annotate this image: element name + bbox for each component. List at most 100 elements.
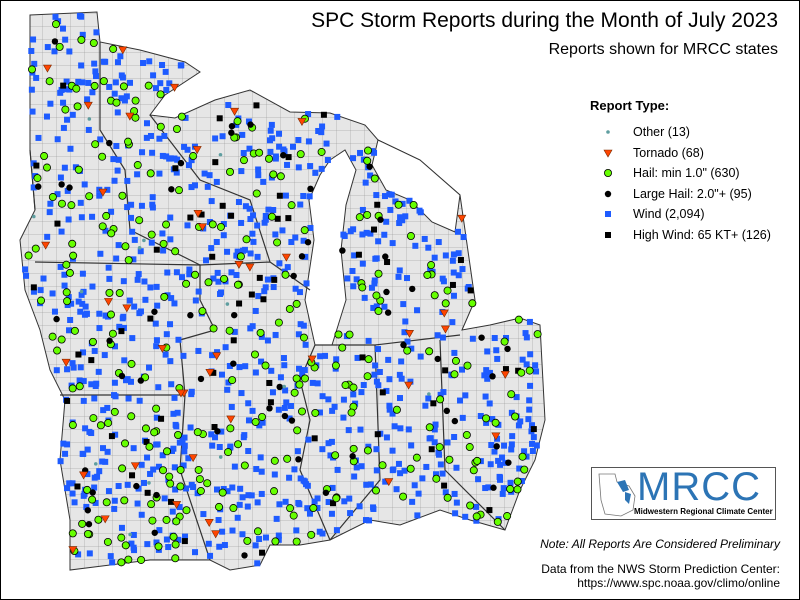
wind-report-marker	[451, 490, 458, 497]
wind-report-marker	[173, 269, 180, 276]
wind-report-marker	[485, 484, 492, 491]
wind-report-marker	[214, 486, 221, 493]
wind-report-marker	[530, 434, 537, 441]
tornado-report-marker	[457, 214, 467, 223]
wind-report-marker	[421, 235, 428, 242]
large-hail-report-marker	[153, 491, 160, 499]
wind-report-marker	[115, 156, 122, 163]
hail-report-marker	[94, 515, 103, 524]
wind-report-marker	[528, 422, 535, 429]
wind-report-marker	[154, 302, 161, 309]
wind-report-marker	[84, 96, 91, 103]
wind-report-marker	[69, 480, 76, 487]
hail-report-marker	[364, 146, 373, 155]
wind-report-marker	[192, 549, 199, 556]
large-hail-report-marker	[84, 507, 92, 514]
wind-report-marker	[367, 230, 374, 237]
wind-report-marker	[412, 242, 419, 249]
wind-report-marker	[245, 448, 252, 455]
wind-report-marker	[272, 331, 279, 338]
wind-report-marker	[40, 275, 47, 282]
wind-report-marker	[408, 345, 415, 352]
high-wind-report-marker	[449, 281, 456, 288]
hail-report-marker	[118, 464, 127, 473]
wind-report-marker	[287, 402, 294, 409]
wind-report-marker	[112, 431, 119, 438]
wind-report-marker	[210, 275, 217, 282]
high-wind-report-marker	[267, 399, 274, 406]
wind-report-marker	[532, 362, 539, 369]
wind-report-marker	[77, 199, 84, 206]
wind-report-marker	[242, 363, 249, 370]
wind-report-marker	[135, 271, 142, 278]
high-wind-report-marker	[442, 367, 449, 374]
wind-report-marker	[526, 406, 533, 413]
wind-report-marker	[79, 79, 86, 86]
source-url[interactable]: https://www.spc.noaa.gov/climo/online	[577, 576, 780, 590]
wind-report-marker	[533, 442, 540, 449]
wind-report-marker	[328, 510, 335, 517]
wind-report-marker	[89, 213, 96, 220]
wind-report-marker	[371, 149, 378, 156]
wind-report-marker	[457, 397, 464, 404]
wind-report-marker	[397, 470, 404, 477]
wind-report-marker	[362, 179, 369, 186]
high-wind-report-marker	[271, 276, 278, 283]
wind-report-marker	[523, 334, 530, 341]
wind-report-marker	[136, 397, 143, 404]
hail-report-marker	[358, 283, 367, 292]
hail-report-marker	[493, 517, 502, 526]
wind-report-marker	[153, 343, 160, 350]
wind-report-marker	[496, 473, 503, 480]
wind-report-marker	[450, 292, 457, 299]
source-line: Data from the NWS Storm Prediction Cente…	[541, 562, 780, 576]
hail-report-marker	[295, 380, 304, 389]
hail-report-marker	[117, 558, 126, 567]
wind-report-marker	[124, 481, 131, 488]
hail-report-marker	[83, 529, 92, 538]
wind-report-marker	[135, 485, 142, 492]
wind-report-marker	[174, 409, 181, 416]
high-wind-report-marker	[219, 202, 226, 209]
wind-report-marker	[66, 327, 73, 334]
tornado-report-marker	[68, 546, 78, 555]
hail-report-marker	[412, 453, 421, 462]
wind-report-marker	[111, 177, 118, 184]
hail-report-marker	[392, 405, 401, 414]
wind-report-marker	[181, 448, 188, 455]
high-wind-report-marker	[108, 433, 115, 440]
wind-report-marker	[299, 371, 306, 378]
wind-report-marker	[279, 227, 286, 234]
large-hail-report-marker	[298, 253, 306, 260]
wind-report-marker	[271, 471, 278, 478]
tornado-report-marker	[103, 298, 114, 306]
wind-report-marker	[177, 62, 184, 69]
hail-report-marker	[281, 270, 290, 279]
hail-report-marker	[108, 329, 117, 338]
high-wind-report-marker	[168, 498, 175, 505]
wind-report-marker	[64, 116, 71, 123]
wind-report-marker	[386, 376, 393, 383]
hail-report-marker	[317, 147, 326, 156]
hail-report-marker	[159, 466, 168, 475]
wind-report-marker	[94, 473, 101, 480]
wind-report-marker	[370, 304, 377, 311]
wind-report-marker	[236, 501, 243, 508]
wind-report-marker	[450, 251, 457, 258]
wind-report-marker	[400, 301, 407, 308]
wind-report-marker	[29, 108, 36, 115]
hail-report-marker	[74, 165, 83, 174]
wind-report-marker	[434, 332, 441, 339]
other-report-marker	[128, 532, 132, 537]
wind-report-marker	[162, 351, 169, 358]
wind-report-marker	[64, 441, 71, 448]
wind-report-marker	[407, 378, 414, 385]
wind-report-marker	[153, 539, 160, 546]
wind-report-marker	[79, 300, 86, 307]
hail-report-marker	[290, 388, 299, 397]
large-hail-report-marker	[35, 183, 42, 190]
wind-report-marker	[255, 166, 262, 173]
wind-report-marker	[213, 238, 220, 245]
high-wind-report-marker	[228, 212, 235, 219]
hail-report-marker	[127, 359, 136, 368]
